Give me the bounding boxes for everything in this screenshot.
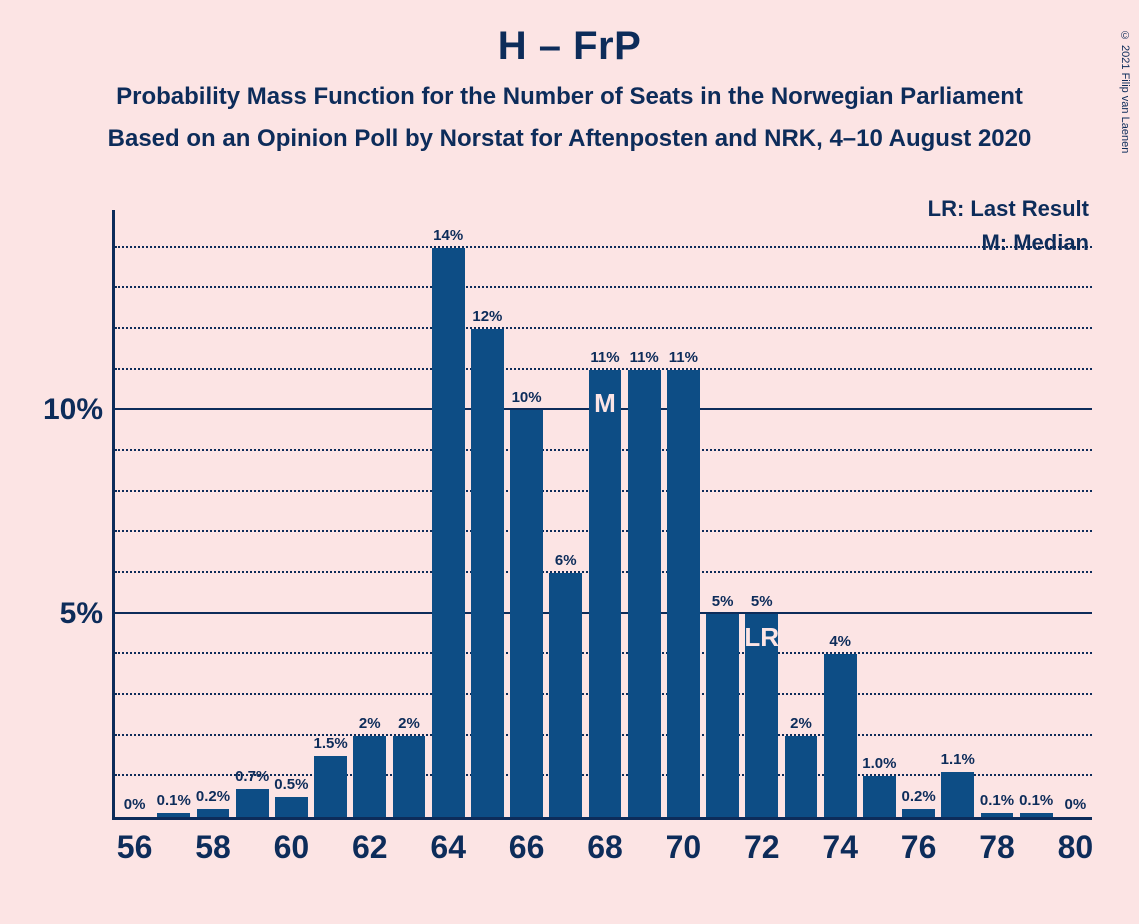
bar: 4% xyxy=(824,654,857,817)
bar-slot: 0.2% xyxy=(899,210,938,817)
x-axis-label: 56 xyxy=(117,829,153,866)
bar-value-label: 14% xyxy=(433,227,463,244)
bar-value-label: 0.5% xyxy=(274,776,308,793)
x-axis-label: 76 xyxy=(901,829,937,866)
bar-annotation: M xyxy=(594,388,616,419)
bar-value-label: 0% xyxy=(124,796,146,813)
bar: 1.0% xyxy=(863,776,896,817)
bar-slot: 0.1% xyxy=(1017,210,1056,817)
bar-slot: 11% xyxy=(664,210,703,817)
bar-value-label: 0% xyxy=(1065,796,1087,813)
y-axis-label: 5% xyxy=(60,597,103,631)
bar: 5% xyxy=(706,614,739,817)
bar: 11% xyxy=(628,370,661,817)
x-axis-label: 68 xyxy=(587,829,623,866)
bar-slot: 12% xyxy=(468,210,507,817)
plot-area: 5%10%0%0.1%0.2%0.7%0.5%1.5%2%2%14%12%10%… xyxy=(112,210,1092,820)
bar-value-label: 10% xyxy=(512,389,542,406)
bar-value-label: 0.2% xyxy=(901,788,935,805)
bar-value-label: 0.7% xyxy=(235,768,269,785)
bar-slot: 1.5% xyxy=(311,210,350,817)
bar-value-label: 4% xyxy=(829,633,851,650)
bar: 0.1% xyxy=(157,813,190,817)
pmf-chart: 5%10%0%0.1%0.2%0.7%0.5%1.5%2%2%14%12%10%… xyxy=(112,210,1092,820)
bar-value-label: 12% xyxy=(472,308,502,325)
bar-value-label: 5% xyxy=(712,593,734,610)
bar: 1.5% xyxy=(314,756,347,817)
bar-slot: 5% LR xyxy=(742,210,781,817)
bar-slot: 2% xyxy=(350,210,389,817)
bar-slot: 14% xyxy=(429,210,468,817)
bar-slot: 1.1% xyxy=(938,210,977,817)
bar-slot: 2% xyxy=(389,210,428,817)
bar: 0.2% xyxy=(902,809,935,817)
bar: 11%M xyxy=(589,370,622,817)
bar-value-label: 1.0% xyxy=(862,755,896,772)
bar-value-label: 0.1% xyxy=(157,792,191,809)
bar-slot: 0.5% xyxy=(272,210,311,817)
bar-slot: 11% M xyxy=(585,210,624,817)
bar: 2% xyxy=(393,736,426,817)
bar-slot: 4% xyxy=(821,210,860,817)
bar: 0.2% xyxy=(197,809,230,817)
x-axis-label: 66 xyxy=(509,829,545,866)
bar: 6% xyxy=(549,573,582,817)
bar-value-label: 11% xyxy=(630,349,659,366)
bar-value-label: 5% xyxy=(751,593,773,610)
bar-slot: 0.2% xyxy=(193,210,232,817)
chart-title: H – FrP xyxy=(0,0,1139,69)
bar-slot: 0.1% xyxy=(154,210,193,817)
x-axis-label: 70 xyxy=(666,829,702,866)
copyright: © 2021 Filip van Laenen xyxy=(1119,30,1131,153)
bar-value-label: 11% xyxy=(669,349,698,366)
bar-slot: 10% xyxy=(507,210,546,817)
bar: 12% xyxy=(471,329,504,817)
bar-value-label: 0.1% xyxy=(1019,792,1053,809)
chart-subtitle-2: Based on an Opinion Poll by Norstat for … xyxy=(0,125,1139,153)
bar-value-label: 1.5% xyxy=(313,735,347,752)
bar-slot: 1.0% xyxy=(860,210,899,817)
bar: 10% xyxy=(510,410,543,817)
x-axis-label: 64 xyxy=(430,829,466,866)
bar: 1.1% xyxy=(941,772,974,817)
x-axis-label: 78 xyxy=(979,829,1015,866)
bar-value-label: 0.1% xyxy=(980,792,1014,809)
bar-value-label: 11% xyxy=(590,349,619,366)
bar: 0.7% xyxy=(236,789,269,817)
bar-slot: 0% xyxy=(115,210,154,817)
bar: 2% xyxy=(785,736,818,817)
bar-value-label: 2% xyxy=(359,715,381,732)
bar: 5%LR xyxy=(745,614,778,817)
bar: 11% xyxy=(667,370,700,817)
bar: 0.1% xyxy=(981,813,1014,817)
x-axis-label: 58 xyxy=(195,829,231,866)
bar: 2% xyxy=(353,736,386,817)
bar-slot: 5% xyxy=(703,210,742,817)
x-axis-label: 74 xyxy=(822,829,858,866)
bar: 14% xyxy=(432,248,465,817)
bar: 0.5% xyxy=(275,797,308,817)
bar-value-label: 1.1% xyxy=(941,751,975,768)
bar-value-label: 2% xyxy=(398,715,420,732)
bar-slot: 11% xyxy=(625,210,664,817)
bar-value-label: 0.2% xyxy=(196,788,230,805)
y-axis-label: 10% xyxy=(43,393,103,427)
x-axis-label: 62 xyxy=(352,829,388,866)
bar-annotation: LR xyxy=(744,622,779,653)
bar-slot: 0% xyxy=(1056,210,1095,817)
x-axis-label: 80 xyxy=(1058,829,1094,866)
bar-slot: 6% xyxy=(546,210,585,817)
chart-subtitle-1: Probability Mass Function for the Number… xyxy=(0,83,1139,111)
bar: 0.1% xyxy=(1020,813,1053,817)
bar-value-label: 6% xyxy=(555,552,577,569)
bar-slot: 0.1% xyxy=(977,210,1016,817)
x-axis-label: 60 xyxy=(274,829,310,866)
bar-value-label: 2% xyxy=(790,715,812,732)
x-axis-label: 72 xyxy=(744,829,780,866)
bar-slot: 2% xyxy=(781,210,820,817)
bar-slot: 0.7% xyxy=(233,210,272,817)
